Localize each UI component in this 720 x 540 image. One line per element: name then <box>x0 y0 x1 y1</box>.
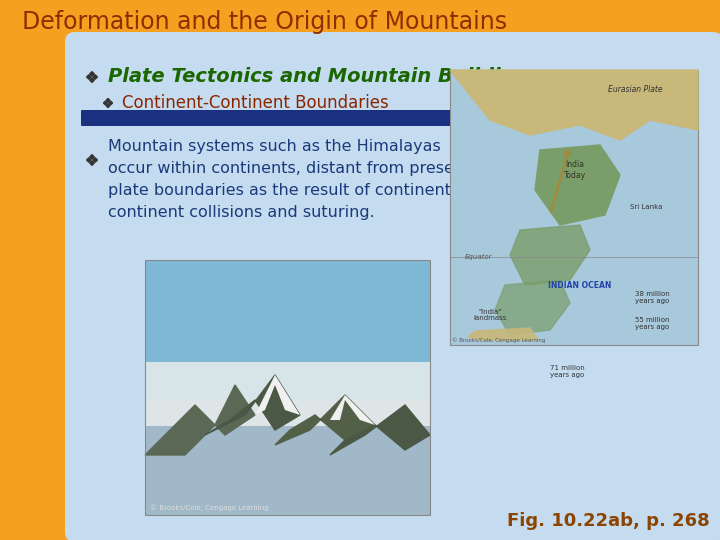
Text: Sri Lanka: Sri Lanka <box>630 204 662 210</box>
Text: Deformation and the Origin of Mountains: Deformation and the Origin of Mountains <box>22 10 507 34</box>
Bar <box>145 400 430 515</box>
Polygon shape <box>109 101 112 105</box>
Polygon shape <box>450 70 698 140</box>
Polygon shape <box>275 395 375 445</box>
Text: India
Today: India Today <box>564 160 586 180</box>
FancyBboxPatch shape <box>81 110 643 126</box>
Polygon shape <box>106 98 110 102</box>
Text: "India"
landmass: "India" landmass <box>473 308 507 321</box>
Text: occur within continents, distant from present: occur within continents, distant from pr… <box>108 161 470 177</box>
Text: Mountain systems such as the Himalayas: Mountain systems such as the Himalayas <box>108 139 441 154</box>
FancyBboxPatch shape <box>3 0 701 45</box>
Polygon shape <box>205 375 300 435</box>
Text: 38 million
years ago: 38 million years ago <box>635 291 670 303</box>
Polygon shape <box>468 328 538 340</box>
Polygon shape <box>93 75 97 79</box>
Polygon shape <box>86 75 91 79</box>
Text: Plate Tectonics and Mountain Building: Plate Tectonics and Mountain Building <box>108 68 528 86</box>
Text: Equator: Equator <box>465 254 492 260</box>
Text: © Brooks/Cole, Cengage Learning: © Brooks/Cole, Cengage Learning <box>452 338 545 343</box>
Text: 55 million
years ago: 55 million years ago <box>635 316 670 329</box>
Polygon shape <box>535 145 620 225</box>
Polygon shape <box>86 158 91 162</box>
Bar <box>450 70 698 345</box>
Bar <box>145 260 430 515</box>
Polygon shape <box>330 395 375 425</box>
FancyBboxPatch shape <box>65 32 720 540</box>
Polygon shape <box>90 161 94 165</box>
Polygon shape <box>93 158 97 162</box>
Polygon shape <box>330 405 430 455</box>
Polygon shape <box>90 78 94 83</box>
Polygon shape <box>255 375 300 415</box>
Polygon shape <box>90 154 94 159</box>
Text: © Brooks/Cole, Cengage Learning: © Brooks/Cole, Cengage Learning <box>150 504 269 511</box>
Bar <box>145 362 430 426</box>
Text: continent collisions and suturing.: continent collisions and suturing. <box>108 206 374 220</box>
Polygon shape <box>510 225 590 285</box>
Bar <box>145 260 430 400</box>
Polygon shape <box>145 385 255 455</box>
Text: plate boundaries as the result of continent-: plate boundaries as the result of contin… <box>108 184 456 199</box>
Text: INDIAN OCEAN: INDIAN OCEAN <box>549 280 612 289</box>
Text: 71 million
years ago: 71 million years ago <box>550 365 585 378</box>
Polygon shape <box>90 72 94 76</box>
Text: Eurasian Plate: Eurasian Plate <box>608 85 662 94</box>
Text: Continent-Continent Boundaries: Continent-Continent Boundaries <box>122 94 389 112</box>
Text: Fig. 10.22ab, p. 268: Fig. 10.22ab, p. 268 <box>508 512 710 530</box>
Polygon shape <box>106 104 110 107</box>
Polygon shape <box>104 101 107 105</box>
Polygon shape <box>495 280 570 335</box>
